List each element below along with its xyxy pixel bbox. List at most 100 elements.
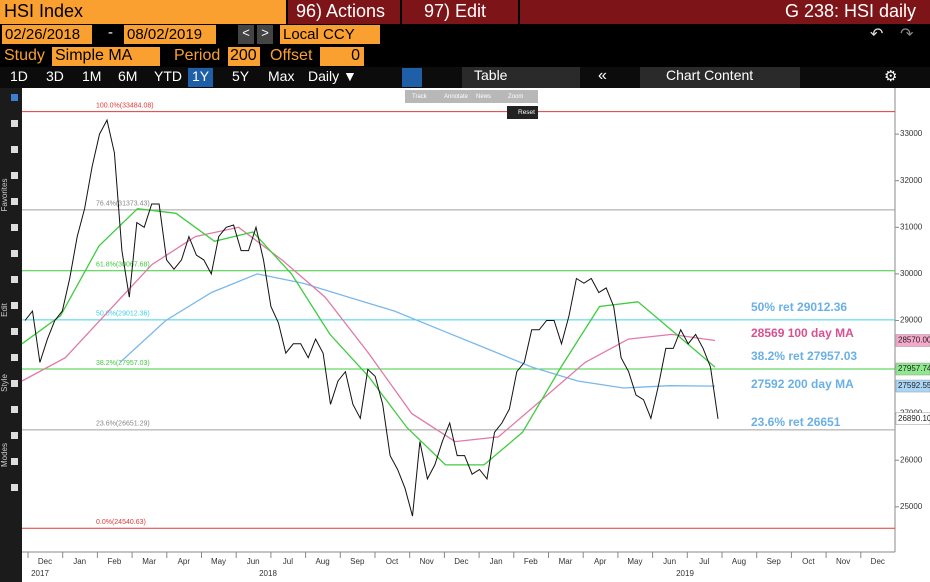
toolbar: Daily ▼ Table « Chart Content ⚙ 1D 3D 1M 6M…: [0, 67, 930, 88]
period[interactable]: 200: [228, 47, 260, 66]
study-label: Study: [4, 47, 45, 64]
x-tick-label: Apr: [178, 557, 191, 566]
range-button[interactable]: 6M: [118, 68, 138, 84]
year-label: 2019: [676, 569, 694, 578]
x-tick-label: Dec: [454, 557, 468, 566]
sidebar-icon: [11, 250, 18, 257]
retracement-label: 50.0%(29012.36): [96, 311, 150, 318]
sidebar-icon: [11, 146, 18, 153]
retracement-label: 38.2%(27957.03): [96, 360, 150, 367]
x-tick-label: Sep: [767, 557, 782, 566]
sidebar-icon: [11, 406, 18, 413]
x-tick-label: Jul: [699, 557, 709, 566]
sidebar-icon: [11, 302, 18, 309]
redo[interactable]: ↷: [900, 26, 914, 43]
chart-tool: Track: [412, 94, 428, 100]
retracement-label: 76.4%(31373.43): [96, 201, 150, 208]
sidebar-label: Favorites: [0, 179, 9, 212]
sidebar-icon: [11, 276, 18, 283]
chart-tool: Annotate: [444, 94, 469, 100]
y-tick-label: 30000: [900, 269, 923, 278]
annotation: 23.6% ret 26651: [751, 415, 841, 429]
moving-average-line: [119, 273, 716, 389]
y-tick-label: 25000: [900, 502, 923, 511]
offset-label: Offset: [270, 47, 313, 64]
price-line: [24, 118, 719, 517]
moving-average-line: [21, 226, 716, 443]
x-tick-label: Apr: [594, 557, 607, 566]
y-tick-label: 33000: [900, 129, 923, 138]
currency[interactable]: Local CCY: [280, 25, 380, 44]
axis-tag-label: 27592.55: [898, 381, 930, 390]
chart-tools: [405, 90, 538, 103]
axis-tag: [895, 412, 930, 426]
range-button[interactable]: 1M: [82, 68, 102, 84]
chart-background: [22, 88, 930, 582]
settings[interactable]: ⚙: [884, 68, 898, 85]
ticker[interactable]: HSI Index: [0, 0, 286, 24]
undo[interactable]: ↶: [870, 26, 884, 43]
x-tick-label: Aug: [732, 557, 746, 566]
table-button[interactable]: Table: [462, 67, 580, 88]
window-title: G 238: HSI daily: [520, 0, 930, 24]
collapse[interactable]: «: [598, 67, 607, 84]
x-tick-label: Aug: [315, 557, 329, 566]
moving-average-line: [21, 208, 716, 466]
x-tick-label: Jun: [247, 557, 260, 566]
sidebar-icon: [11, 432, 18, 439]
sidebar-label: Edit: [0, 302, 9, 317]
range-button[interactable]: 5Y: [232, 68, 250, 84]
range-button[interactable]: 3D: [46, 68, 64, 84]
edit-menu[interactable]: 97) Edit: [402, 0, 518, 24]
sidebar-icon: [11, 380, 18, 387]
x-tick-label: Feb: [524, 557, 538, 566]
axis-tag: [895, 379, 930, 393]
x-tick-label: Nov: [420, 557, 434, 566]
x-tick-label: Mar: [142, 557, 156, 566]
sidebar-icon: [11, 120, 18, 127]
range-button[interactable]: YTD: [154, 68, 182, 84]
y-tick-label: 29000: [900, 316, 923, 325]
frequency[interactable]: Daily ▼: [308, 68, 357, 84]
period-label: Period: [174, 47, 221, 64]
axis-tag: [895, 334, 930, 347]
chart-content[interactable]: Chart Content: [640, 67, 800, 88]
actions-menu[interactable]: 96) Actions: [288, 0, 400, 24]
retracement-label: 100.0%(33484.08): [96, 102, 154, 109]
end-date[interactable]: 08/02/2019: [124, 25, 216, 44]
x-tick-label: Jan: [73, 557, 86, 566]
x-tick-label: May: [627, 557, 642, 566]
date-separator: -: [108, 24, 113, 41]
chart-tool: News: [476, 94, 491, 100]
axis-tag-label: 27957.74: [898, 364, 930, 373]
start-date[interactable]: 02/26/2018: [2, 25, 92, 44]
range-button[interactable]: 1D: [10, 68, 28, 84]
sidebar-icon: [11, 224, 18, 231]
sidebar-icon: [11, 198, 18, 205]
axis-tag-label: 26890.10: [898, 414, 930, 423]
sidebar-icon: [11, 484, 18, 491]
annotation: 50% ret 29012.36: [751, 300, 847, 314]
x-tick-label: Feb: [108, 557, 122, 566]
x-tick-label: Nov: [836, 557, 850, 566]
offset[interactable]: 0: [320, 47, 364, 66]
sidebar-label: Modes: [0, 443, 9, 467]
prev-button[interactable]: <: [238, 25, 254, 44]
range-button[interactable]: Max: [268, 68, 295, 84]
next-button[interactable]: >: [257, 25, 273, 44]
x-tick-label: Oct: [386, 557, 399, 566]
sidebar-icon: [11, 458, 18, 465]
x-tick-label: Oct: [802, 557, 815, 566]
annotation: 38.2% ret 27957.03: [751, 349, 857, 363]
axis-tag: [895, 362, 930, 376]
chart-tool: Zoom: [508, 94, 523, 100]
sidebar-icon: [11, 172, 18, 179]
tool-button[interactable]: [402, 68, 422, 87]
study[interactable]: Simple MA: [52, 47, 160, 66]
x-tick-label: Jun: [663, 557, 676, 566]
sidebar-icon: [11, 354, 18, 361]
annotation: 28569 100 day MA: [751, 326, 854, 340]
range-button[interactable]: 1Y: [188, 68, 214, 87]
